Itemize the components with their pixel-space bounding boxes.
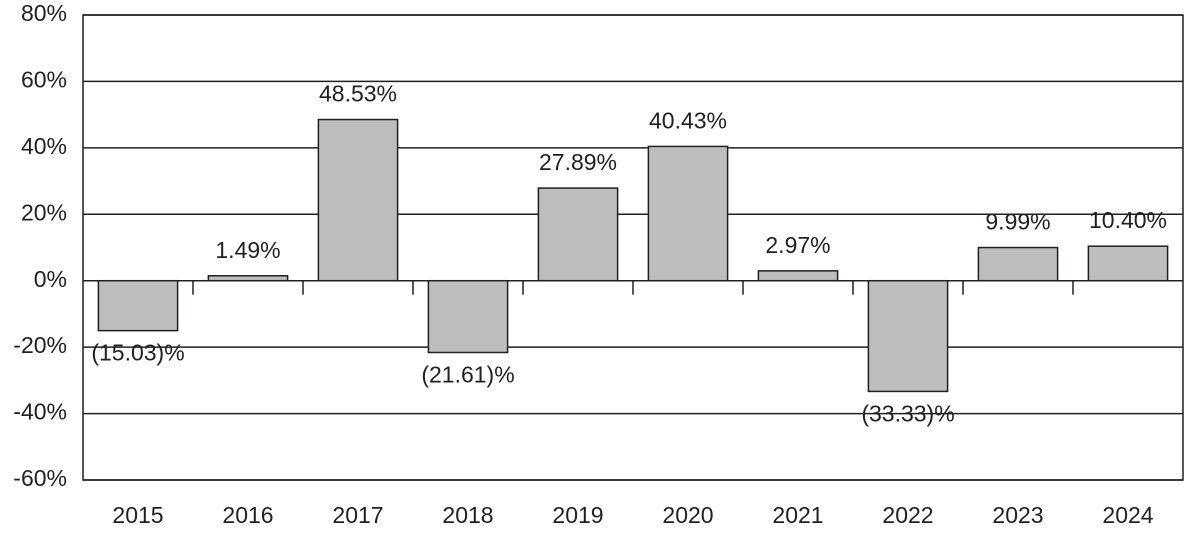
x-tick-label: 2024 xyxy=(1102,502,1153,528)
bar xyxy=(977,246,1059,282)
value-label: (15.03)% xyxy=(91,340,184,366)
value-label: 27.89% xyxy=(539,149,617,175)
value-label: (33.33)% xyxy=(861,400,954,426)
bar xyxy=(537,187,619,282)
value-label: 9.99% xyxy=(985,209,1050,235)
y-tick-label: 80% xyxy=(21,0,67,26)
value-label: 48.53% xyxy=(319,81,397,107)
bar xyxy=(427,279,509,354)
x-tick-label: 2017 xyxy=(332,502,383,528)
value-label: 40.43% xyxy=(649,108,727,134)
y-tick-label: 40% xyxy=(21,133,67,159)
bar xyxy=(317,118,399,282)
bar xyxy=(1087,245,1169,282)
value-label: (21.61)% xyxy=(421,362,514,388)
x-tick-label: 2015 xyxy=(112,502,163,528)
y-tick-label: 60% xyxy=(21,67,67,93)
y-tick-label: -40% xyxy=(13,399,67,425)
value-label: 1.49% xyxy=(215,237,280,263)
x-tick-label: 2018 xyxy=(442,502,493,528)
bar xyxy=(97,279,179,332)
x-tick-label: 2019 xyxy=(552,502,603,528)
y-tick-label: 20% xyxy=(21,199,67,225)
value-label: 10.40% xyxy=(1089,207,1167,233)
y-tick-label: -60% xyxy=(13,465,67,491)
x-tick-label: 2023 xyxy=(992,502,1043,528)
y-tick-label: 0% xyxy=(34,266,67,292)
x-tick-label: 2016 xyxy=(222,502,273,528)
bar xyxy=(757,270,839,282)
bar xyxy=(207,275,289,282)
bar xyxy=(647,145,729,282)
bar xyxy=(867,279,949,393)
x-tick-label: 2022 xyxy=(882,502,933,528)
x-tick-label: 2020 xyxy=(662,502,713,528)
y-tick-label: -20% xyxy=(13,332,67,358)
value-label: 2.97% xyxy=(765,232,830,258)
x-tick-label: 2021 xyxy=(772,502,823,528)
